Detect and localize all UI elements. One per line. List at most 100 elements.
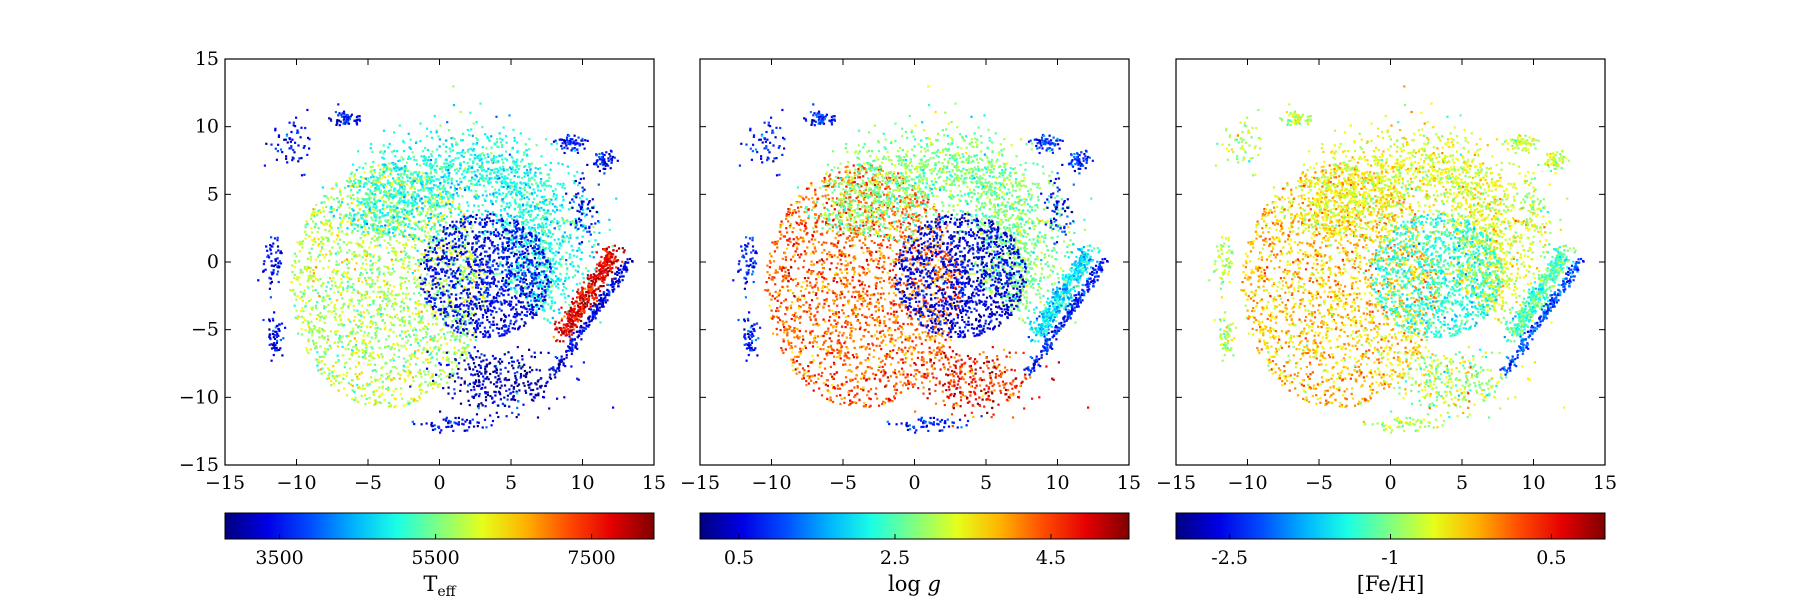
scatter-point [525, 143, 527, 145]
scatter-point [386, 167, 388, 169]
scatter-point [311, 285, 313, 287]
scatter-point [399, 198, 401, 200]
scatter-point [377, 379, 379, 381]
scatter-point [443, 218, 445, 220]
scatter-point [473, 275, 475, 277]
scatter-point [471, 243, 473, 245]
scatter-point [378, 340, 380, 342]
scatter-point [429, 202, 431, 204]
scatter-point [395, 405, 397, 407]
scatter-point [496, 196, 498, 198]
scatter-point [395, 294, 397, 296]
scatter-point [338, 231, 340, 233]
scatter-point [356, 352, 358, 354]
scatter-point [535, 280, 537, 282]
scatter-point [456, 168, 458, 170]
scatter-point [484, 273, 486, 275]
scatter-point [482, 264, 484, 266]
scatter-point [409, 220, 411, 222]
scatter-point [337, 227, 339, 229]
scatter-point [450, 186, 452, 188]
scatter-point [475, 143, 477, 145]
scatter-point [407, 360, 409, 362]
scatter-point [432, 241, 434, 243]
scatter-point [448, 305, 450, 307]
scatter-point [294, 292, 296, 294]
scatter-point [361, 273, 363, 275]
scatter-point [464, 226, 466, 228]
scatter-point [434, 162, 436, 164]
scatter-point [472, 230, 474, 232]
scatter-point [340, 292, 342, 294]
scatter-point [390, 322, 392, 324]
scatter-point [382, 208, 384, 210]
scatter-point [310, 256, 312, 258]
scatter-point [416, 400, 418, 402]
scatter-point [425, 349, 427, 351]
scatter-point [360, 315, 362, 317]
scatter-point [408, 133, 410, 135]
scatter-point [417, 174, 419, 176]
scatter-point [545, 226, 547, 228]
scatter-point [499, 288, 501, 290]
scatter-point [329, 211, 331, 213]
scatter-point [402, 369, 404, 371]
scatter-point [323, 371, 325, 373]
scatter-point [511, 282, 513, 284]
scatter-point [433, 202, 435, 204]
scatter-point [594, 239, 596, 241]
scatter-point [396, 212, 398, 214]
scatter-point [363, 184, 365, 186]
scatter-point [424, 220, 426, 222]
scatter-point [544, 188, 546, 190]
scatter-point [372, 229, 374, 231]
scatter-point [376, 238, 378, 240]
scatter-point [448, 360, 450, 362]
scatter-point [357, 219, 359, 221]
scatter-point [497, 231, 499, 233]
scatter-point [363, 311, 365, 313]
scatter-point [539, 210, 541, 212]
scatter-point [347, 285, 349, 287]
scatter-point [400, 287, 402, 289]
scatter-point [577, 271, 579, 273]
scatter-point [408, 322, 410, 324]
scatter-point [487, 153, 489, 155]
scatter-point [577, 184, 579, 186]
scatter-point [434, 293, 436, 295]
scatter-point [497, 281, 499, 283]
scatter-point [519, 187, 521, 189]
scatter-point [415, 263, 417, 265]
scatter-point [440, 216, 442, 218]
scatter-point [402, 263, 404, 265]
scatter-point [350, 180, 352, 182]
scatter-point [456, 331, 458, 333]
scatter-point [411, 205, 413, 207]
scatter-point [387, 252, 389, 254]
scatter-point [518, 211, 520, 213]
scatter-point [551, 279, 553, 281]
scatter-point [448, 172, 450, 174]
scatter-point [415, 237, 417, 239]
scatter-point [417, 250, 419, 252]
scatter-point [335, 319, 337, 321]
scatter-point [417, 269, 419, 271]
scatter-point [359, 185, 361, 187]
scatter-point [528, 227, 530, 229]
scatter-point [514, 161, 516, 163]
scatter-point [437, 278, 439, 280]
scatter-point [428, 165, 430, 167]
scatter-point [479, 177, 481, 179]
scatter-point [411, 246, 413, 248]
scatter-point [394, 163, 396, 165]
panel-left: −15 −10 −5 0 5 10 15−15−10−50510153500 5500 7500… [179, 48, 666, 600]
scatter-point [496, 141, 498, 143]
scatter-point [427, 328, 429, 330]
scatter-point [571, 245, 573, 247]
scatter-point [402, 194, 404, 196]
scatter-point [392, 357, 394, 359]
scatter-point [458, 207, 460, 209]
scatter-point [331, 284, 333, 286]
scatter-point [505, 279, 507, 281]
scatter-point [502, 166, 504, 168]
